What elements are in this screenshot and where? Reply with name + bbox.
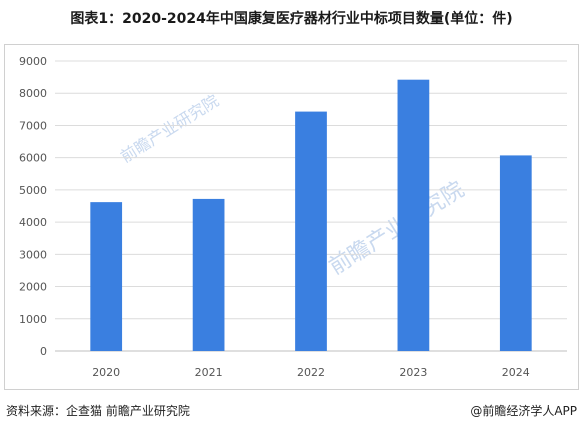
source-note: 资料来源：企查猫 前瞻产业研究院 (6, 404, 190, 418)
y-tick-label: 7000 (19, 119, 47, 132)
credit-note: @前瞻经济学人APP (470, 404, 577, 418)
bar (499, 155, 532, 351)
y-tick-label: 9000 (19, 55, 47, 68)
watermark-text: 前瞻产业研究院 (325, 177, 469, 280)
bar (90, 202, 123, 351)
x-tick-label: 2022 (297, 366, 325, 379)
watermark-text: 前瞻产业研究院 (117, 91, 222, 166)
y-tick-label: 4000 (19, 216, 47, 229)
bar (192, 198, 225, 351)
y-tick-label: 5000 (19, 184, 47, 197)
y-tick-label: 1000 (19, 313, 47, 326)
x-tick-label: 2023 (399, 366, 427, 379)
bar (397, 79, 430, 351)
chart-area: 前瞻产业研究院 前瞻产业研究院 0 1000 2000 3000 4000 5000 6000… (4, 44, 579, 390)
y-tick-label: 2000 (19, 281, 47, 294)
x-tick-label: 2024 (502, 366, 530, 379)
y-tick-label: 8000 (19, 87, 47, 100)
x-tick-label: 2021 (195, 366, 223, 379)
chart-title: 图表1：2020-2024年中国康复医疗器材行业中标项目数量(单位：件) (70, 11, 513, 27)
y-tick-label: 3000 (19, 248, 47, 261)
x-tick-label: 2020 (92, 366, 120, 379)
y-tick-label: 0 (40, 345, 47, 358)
y-axis-ticks: 0 1000 2000 3000 4000 5000 6000 7000 8000 9000 (19, 55, 47, 358)
bar (295, 111, 327, 351)
x-axis-ticks: 2020 2021 2022 2023 2024 (92, 366, 530, 379)
bars (90, 79, 532, 351)
y-tick-label: 6000 (19, 152, 47, 165)
